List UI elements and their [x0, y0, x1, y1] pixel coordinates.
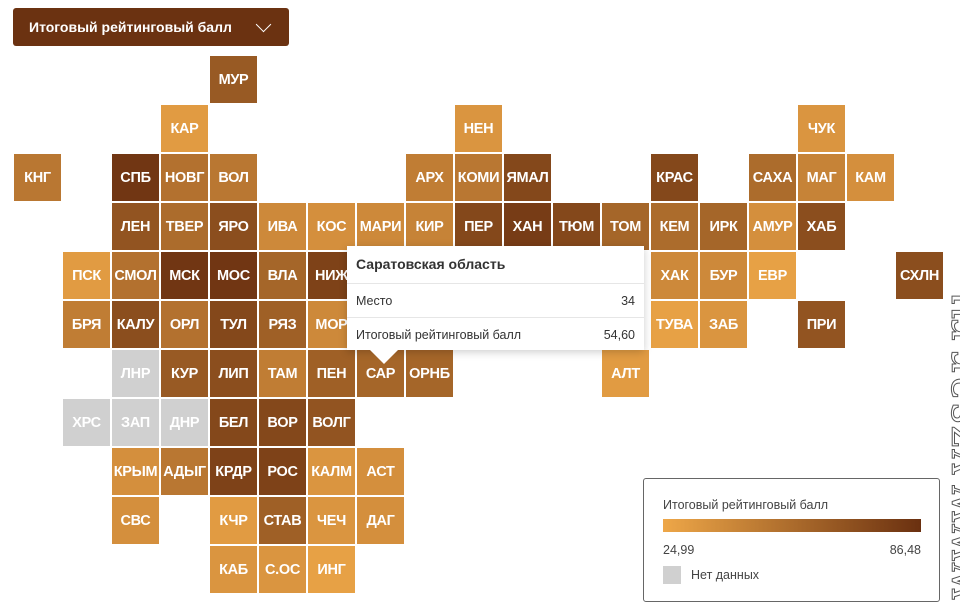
- region-tile[interactable]: ТВЕР: [161, 203, 208, 250]
- region-tile[interactable]: ЧЕЧ: [308, 497, 355, 544]
- region-tile[interactable]: БРЯ: [63, 301, 110, 348]
- region-tile[interactable]: МАГ: [798, 154, 845, 201]
- region-tile[interactable]: ПЕР: [455, 203, 502, 250]
- region-tile[interactable]: ИРК: [700, 203, 747, 250]
- no-data-swatch: [663, 566, 681, 584]
- region-tile[interactable]: КНГ: [14, 154, 61, 201]
- region-tile[interactable]: ЗАП: [112, 399, 159, 446]
- region-tile[interactable]: ОРНБ: [406, 350, 453, 397]
- region-tile[interactable]: КУР: [161, 350, 208, 397]
- region-tile[interactable]: ТОМ: [602, 203, 649, 250]
- region-tile[interactable]: ОРЛ: [161, 301, 208, 348]
- region-tile[interactable]: КАР: [161, 105, 208, 152]
- region-tile[interactable]: АЛТ: [602, 350, 649, 397]
- region-tile[interactable]: ИНГ: [308, 546, 355, 593]
- tooltip-row-score: Итоговый рейтинговый балл 54,60: [347, 318, 644, 351]
- region-tile[interactable]: НЕН: [455, 105, 502, 152]
- region-tile[interactable]: ТУЛ: [210, 301, 257, 348]
- region-tile[interactable]: ТЮМ: [553, 203, 600, 250]
- legend: Итоговый рейтинговый балл 24,99 86,48 Не…: [643, 478, 940, 602]
- legend-min: 24,99: [663, 543, 695, 557]
- region-tile[interactable]: ЧУК: [798, 105, 845, 152]
- region-tile[interactable]: СТАВ: [259, 497, 306, 544]
- legend-no-data: Нет данных: [691, 568, 760, 582]
- region-tile[interactable]: КРАС: [651, 154, 698, 201]
- region-tile[interactable]: КОС: [308, 203, 355, 250]
- region-tile[interactable]: КЕМ: [651, 203, 698, 250]
- region-tile[interactable]: КИР: [406, 203, 453, 250]
- tooltip-label: Итоговый рейтинговый балл: [356, 327, 522, 342]
- region-tile[interactable]: СХЛН: [896, 252, 943, 299]
- region-tile[interactable]: ХРС: [63, 399, 110, 446]
- tooltip-value: 34: [621, 293, 635, 308]
- region-tile[interactable]: ПЕН: [308, 350, 355, 397]
- watermark: www.vzsar.ru: [935, 289, 960, 600]
- region-tile[interactable]: МОС: [210, 252, 257, 299]
- region-tile[interactable]: ЕВР: [749, 252, 796, 299]
- region-tile[interactable]: КАБ: [210, 546, 257, 593]
- region-tile[interactable]: МСК: [161, 252, 208, 299]
- region-tile[interactable]: ЗАБ: [700, 301, 747, 348]
- region-tile[interactable]: ВОР: [259, 399, 306, 446]
- legend-gradient: [663, 519, 921, 532]
- region-tile[interactable]: ЛИП: [210, 350, 257, 397]
- region-tile[interactable]: НОВГ: [161, 154, 208, 201]
- region-tile[interactable]: КРДР: [210, 448, 257, 495]
- region-tile[interactable]: ТАМ: [259, 350, 306, 397]
- metric-select-label: Итоговый рейтинговый балл: [29, 19, 232, 35]
- region-tile[interactable]: ЯМАЛ: [504, 154, 551, 201]
- region-tile[interactable]: ВЛА: [259, 252, 306, 299]
- region-tile[interactable]: СМОЛ: [112, 252, 159, 299]
- region-tile[interactable]: ХАБ: [798, 203, 845, 250]
- region-tile[interactable]: ПСК: [63, 252, 110, 299]
- tooltip-arrow: [370, 350, 398, 364]
- region-tile[interactable]: ЛЕН: [112, 203, 159, 250]
- region-tile[interactable]: КОМИ: [455, 154, 502, 201]
- region-tile[interactable]: АДЫГ: [161, 448, 208, 495]
- region-tile[interactable]: ХАН: [504, 203, 551, 250]
- region-tile[interactable]: ЯРО: [210, 203, 257, 250]
- region-tile[interactable]: ТУВА: [651, 301, 698, 348]
- region-tile[interactable]: БУР: [700, 252, 747, 299]
- region-tile[interactable]: ЛНР: [112, 350, 159, 397]
- region-tile[interactable]: АРХ: [406, 154, 453, 201]
- region-tile[interactable]: РЯЗ: [259, 301, 306, 348]
- tooltip-row-rank: Место 34: [347, 284, 644, 318]
- metric-select[interactable]: Итоговый рейтинговый балл: [13, 8, 289, 46]
- region-tile[interactable]: КАЛУ: [112, 301, 159, 348]
- tooltip-value: 54,60: [603, 327, 635, 342]
- chevron-down-icon: [255, 16, 272, 32]
- legend-title: Итоговый рейтинговый балл: [663, 498, 829, 512]
- region-tile[interactable]: БЕЛ: [210, 399, 257, 446]
- region-tile[interactable]: ДНР: [161, 399, 208, 446]
- region-tile[interactable]: КЧР: [210, 497, 257, 544]
- region-tile[interactable]: С.ОС: [259, 546, 306, 593]
- region-tile[interactable]: МУР: [210, 56, 257, 103]
- region-tile[interactable]: РОС: [259, 448, 306, 495]
- region-tile[interactable]: ПРИ: [798, 301, 845, 348]
- region-tile[interactable]: ВОЛ: [210, 154, 257, 201]
- region-tile[interactable]: ДАГ: [357, 497, 404, 544]
- tooltip-label: Место: [356, 293, 393, 308]
- region-tile[interactable]: КАЛМ: [308, 448, 355, 495]
- region-tile[interactable]: СПБ: [112, 154, 159, 201]
- region-tile[interactable]: ХАК: [651, 252, 698, 299]
- region-tile[interactable]: КРЫМ: [112, 448, 159, 495]
- region-tile[interactable]: КАМ: [847, 154, 894, 201]
- region-tile[interactable]: МАРИ: [357, 203, 404, 250]
- region-tile[interactable]: ИВА: [259, 203, 306, 250]
- region-tooltip: Саратовская область Место 34 Итоговый ре…: [347, 246, 644, 350]
- legend-max: 86,48: [889, 543, 921, 557]
- region-tile[interactable]: АСТ: [357, 448, 404, 495]
- region-tile[interactable]: САХА: [749, 154, 796, 201]
- region-tile[interactable]: СВС: [112, 497, 159, 544]
- region-tile[interactable]: ВОЛГ: [308, 399, 355, 446]
- region-tile[interactable]: АМУР: [749, 203, 796, 250]
- tooltip-title: Саратовская область: [347, 246, 644, 284]
